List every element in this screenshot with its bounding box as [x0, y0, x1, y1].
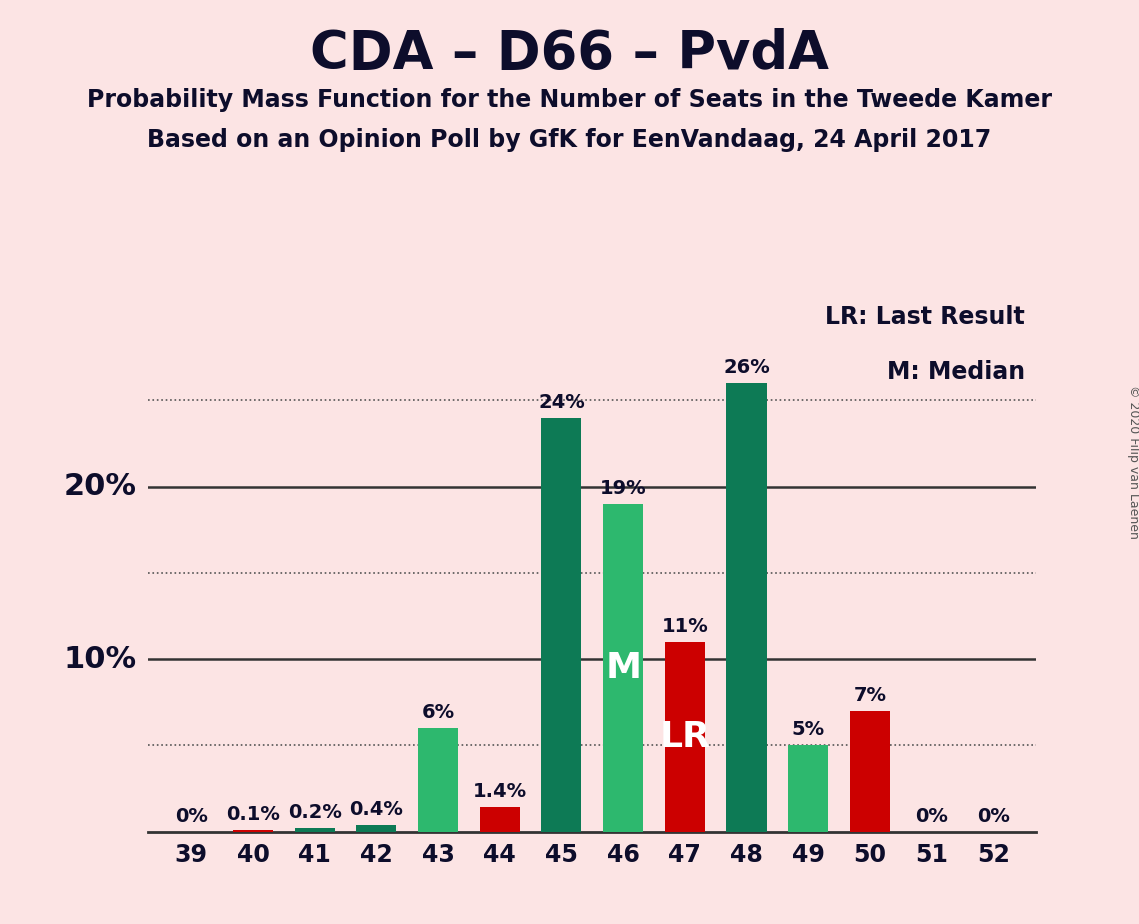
Bar — [418, 728, 458, 832]
Text: 24%: 24% — [538, 393, 584, 411]
Bar — [727, 383, 767, 832]
Text: CDA – D66 – PvdA: CDA – D66 – PvdA — [310, 28, 829, 79]
Text: M: Median: M: Median — [887, 360, 1025, 384]
Text: 10%: 10% — [64, 645, 137, 674]
Bar — [850, 711, 890, 832]
Bar — [665, 642, 705, 832]
Text: 6%: 6% — [421, 703, 454, 722]
Text: 0.4%: 0.4% — [350, 799, 403, 819]
Bar — [788, 746, 828, 832]
Bar — [541, 418, 582, 832]
Text: 0%: 0% — [174, 807, 207, 825]
Text: 26%: 26% — [723, 359, 770, 377]
Text: 5%: 5% — [792, 721, 825, 739]
Text: M: M — [605, 650, 641, 685]
Text: 0%: 0% — [977, 807, 1010, 825]
Text: Probability Mass Function for the Number of Seats in the Tweede Kamer: Probability Mass Function for the Number… — [87, 88, 1052, 112]
Text: 11%: 11% — [662, 617, 708, 636]
Text: 0.2%: 0.2% — [288, 803, 342, 822]
Bar — [357, 825, 396, 832]
Text: Based on an Opinion Poll by GfK for EenVandaag, 24 April 2017: Based on an Opinion Poll by GfK for EenV… — [147, 128, 992, 152]
Bar — [603, 504, 644, 832]
Text: © 2020 Filip van Laenen: © 2020 Filip van Laenen — [1126, 385, 1139, 539]
Bar — [480, 808, 519, 832]
Bar — [295, 828, 335, 832]
Text: LR: Last Result: LR: Last Result — [826, 305, 1025, 329]
Text: LR: LR — [659, 720, 711, 754]
Text: 0%: 0% — [915, 807, 948, 825]
Text: 0.1%: 0.1% — [226, 805, 280, 824]
Text: 1.4%: 1.4% — [473, 783, 527, 801]
Text: 7%: 7% — [853, 686, 886, 705]
Text: 20%: 20% — [64, 472, 137, 501]
Text: 19%: 19% — [600, 479, 647, 498]
Bar — [232, 830, 273, 832]
